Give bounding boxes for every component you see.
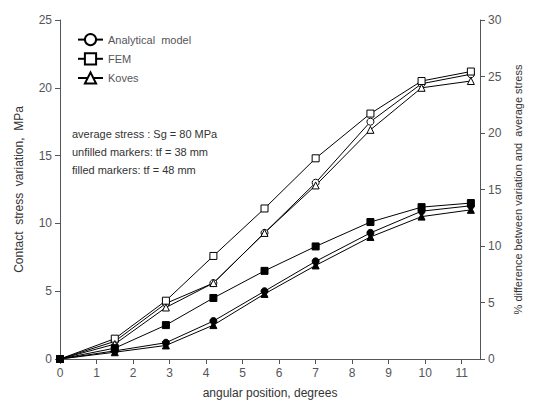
svg-text:0: 0 [488, 352, 495, 366]
svg-text:6: 6 [276, 366, 283, 380]
svg-text:1: 1 [93, 366, 100, 380]
svg-text:7: 7 [312, 366, 319, 380]
svg-text:5: 5 [239, 366, 246, 380]
svg-text:30: 30 [488, 13, 502, 27]
svg-text:Koves: Koves [108, 72, 139, 84]
svg-text:angular position, degrees: angular position, degrees [203, 386, 338, 400]
svg-text:FEM: FEM [108, 53, 131, 65]
svg-text:0: 0 [45, 352, 52, 366]
svg-text:15: 15 [39, 149, 53, 163]
svg-text:25: 25 [39, 13, 53, 27]
svg-text:5: 5 [45, 284, 52, 298]
svg-text:2: 2 [130, 366, 137, 380]
svg-text:8: 8 [349, 366, 356, 380]
svg-text:0: 0 [57, 366, 64, 380]
svg-text:20: 20 [39, 81, 53, 95]
svg-text:10: 10 [419, 366, 433, 380]
svg-text:Analytical model: Analytical model [108, 34, 191, 46]
svg-text:unfilled markers: tf = 38 mm: unfilled markers: tf = 38 mm [72, 146, 208, 158]
svg-text:10: 10 [488, 239, 502, 253]
svg-text:15: 15 [488, 183, 502, 197]
svg-text:filled markers: tf = 48 mm: filled markers: tf = 48 mm [72, 164, 196, 176]
svg-text:% difference between variation: % difference between variation and avera… [512, 64, 524, 314]
svg-text:average stress : Sg = 80 MPa: average stress : Sg = 80 MPa [72, 128, 218, 140]
svg-text:10: 10 [39, 216, 53, 230]
svg-text:4: 4 [203, 366, 210, 380]
svg-text:11: 11 [456, 366, 469, 380]
svg-text:3: 3 [166, 366, 173, 380]
svg-text:25: 25 [488, 70, 502, 84]
svg-text:5: 5 [488, 296, 495, 310]
svg-text:Contact stress variation, M: Contact stress variation, MPa [12, 106, 26, 273]
svg-text:20: 20 [488, 126, 502, 140]
svg-text:9: 9 [385, 366, 392, 380]
